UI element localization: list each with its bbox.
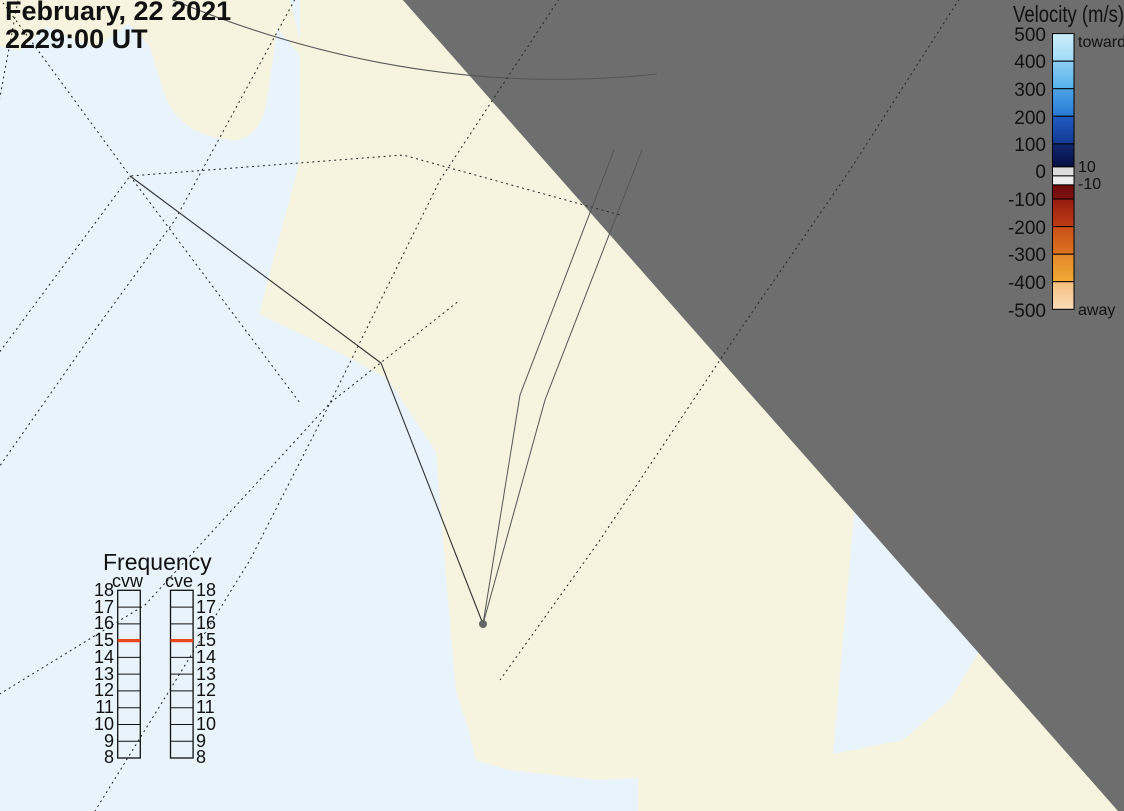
svg-text:400: 400: [1014, 52, 1046, 73]
svg-text:8: 8: [104, 747, 114, 767]
svg-text:-10: -10: [1078, 176, 1101, 193]
svg-text:300: 300: [1014, 80, 1046, 101]
svg-text:toward: toward: [1078, 34, 1124, 51]
svg-text:cvw: cvw: [112, 571, 144, 591]
svg-text:8: 8: [196, 747, 206, 767]
svg-text:-100: -100: [1008, 190, 1046, 211]
svg-text:-200: -200: [1008, 218, 1046, 239]
svg-text:0: 0: [1035, 162, 1046, 183]
svg-text:-300: -300: [1008, 245, 1046, 266]
svg-text:2229:00 UT: 2229:00 UT: [5, 24, 148, 54]
svg-text:February, 22 2021: February, 22 2021: [5, 0, 231, 26]
svg-text:-500: -500: [1008, 301, 1046, 322]
svg-text:cve: cve: [165, 571, 193, 591]
svg-text:500: 500: [1014, 25, 1046, 46]
svg-text:Velocity (m/s): Velocity (m/s): [1013, 1, 1124, 27]
svg-text:10: 10: [1078, 159, 1096, 176]
svg-text:away: away: [1078, 302, 1115, 319]
svg-text:200: 200: [1014, 108, 1046, 129]
svg-text:-400: -400: [1008, 273, 1046, 294]
svg-text:100: 100: [1014, 135, 1046, 156]
